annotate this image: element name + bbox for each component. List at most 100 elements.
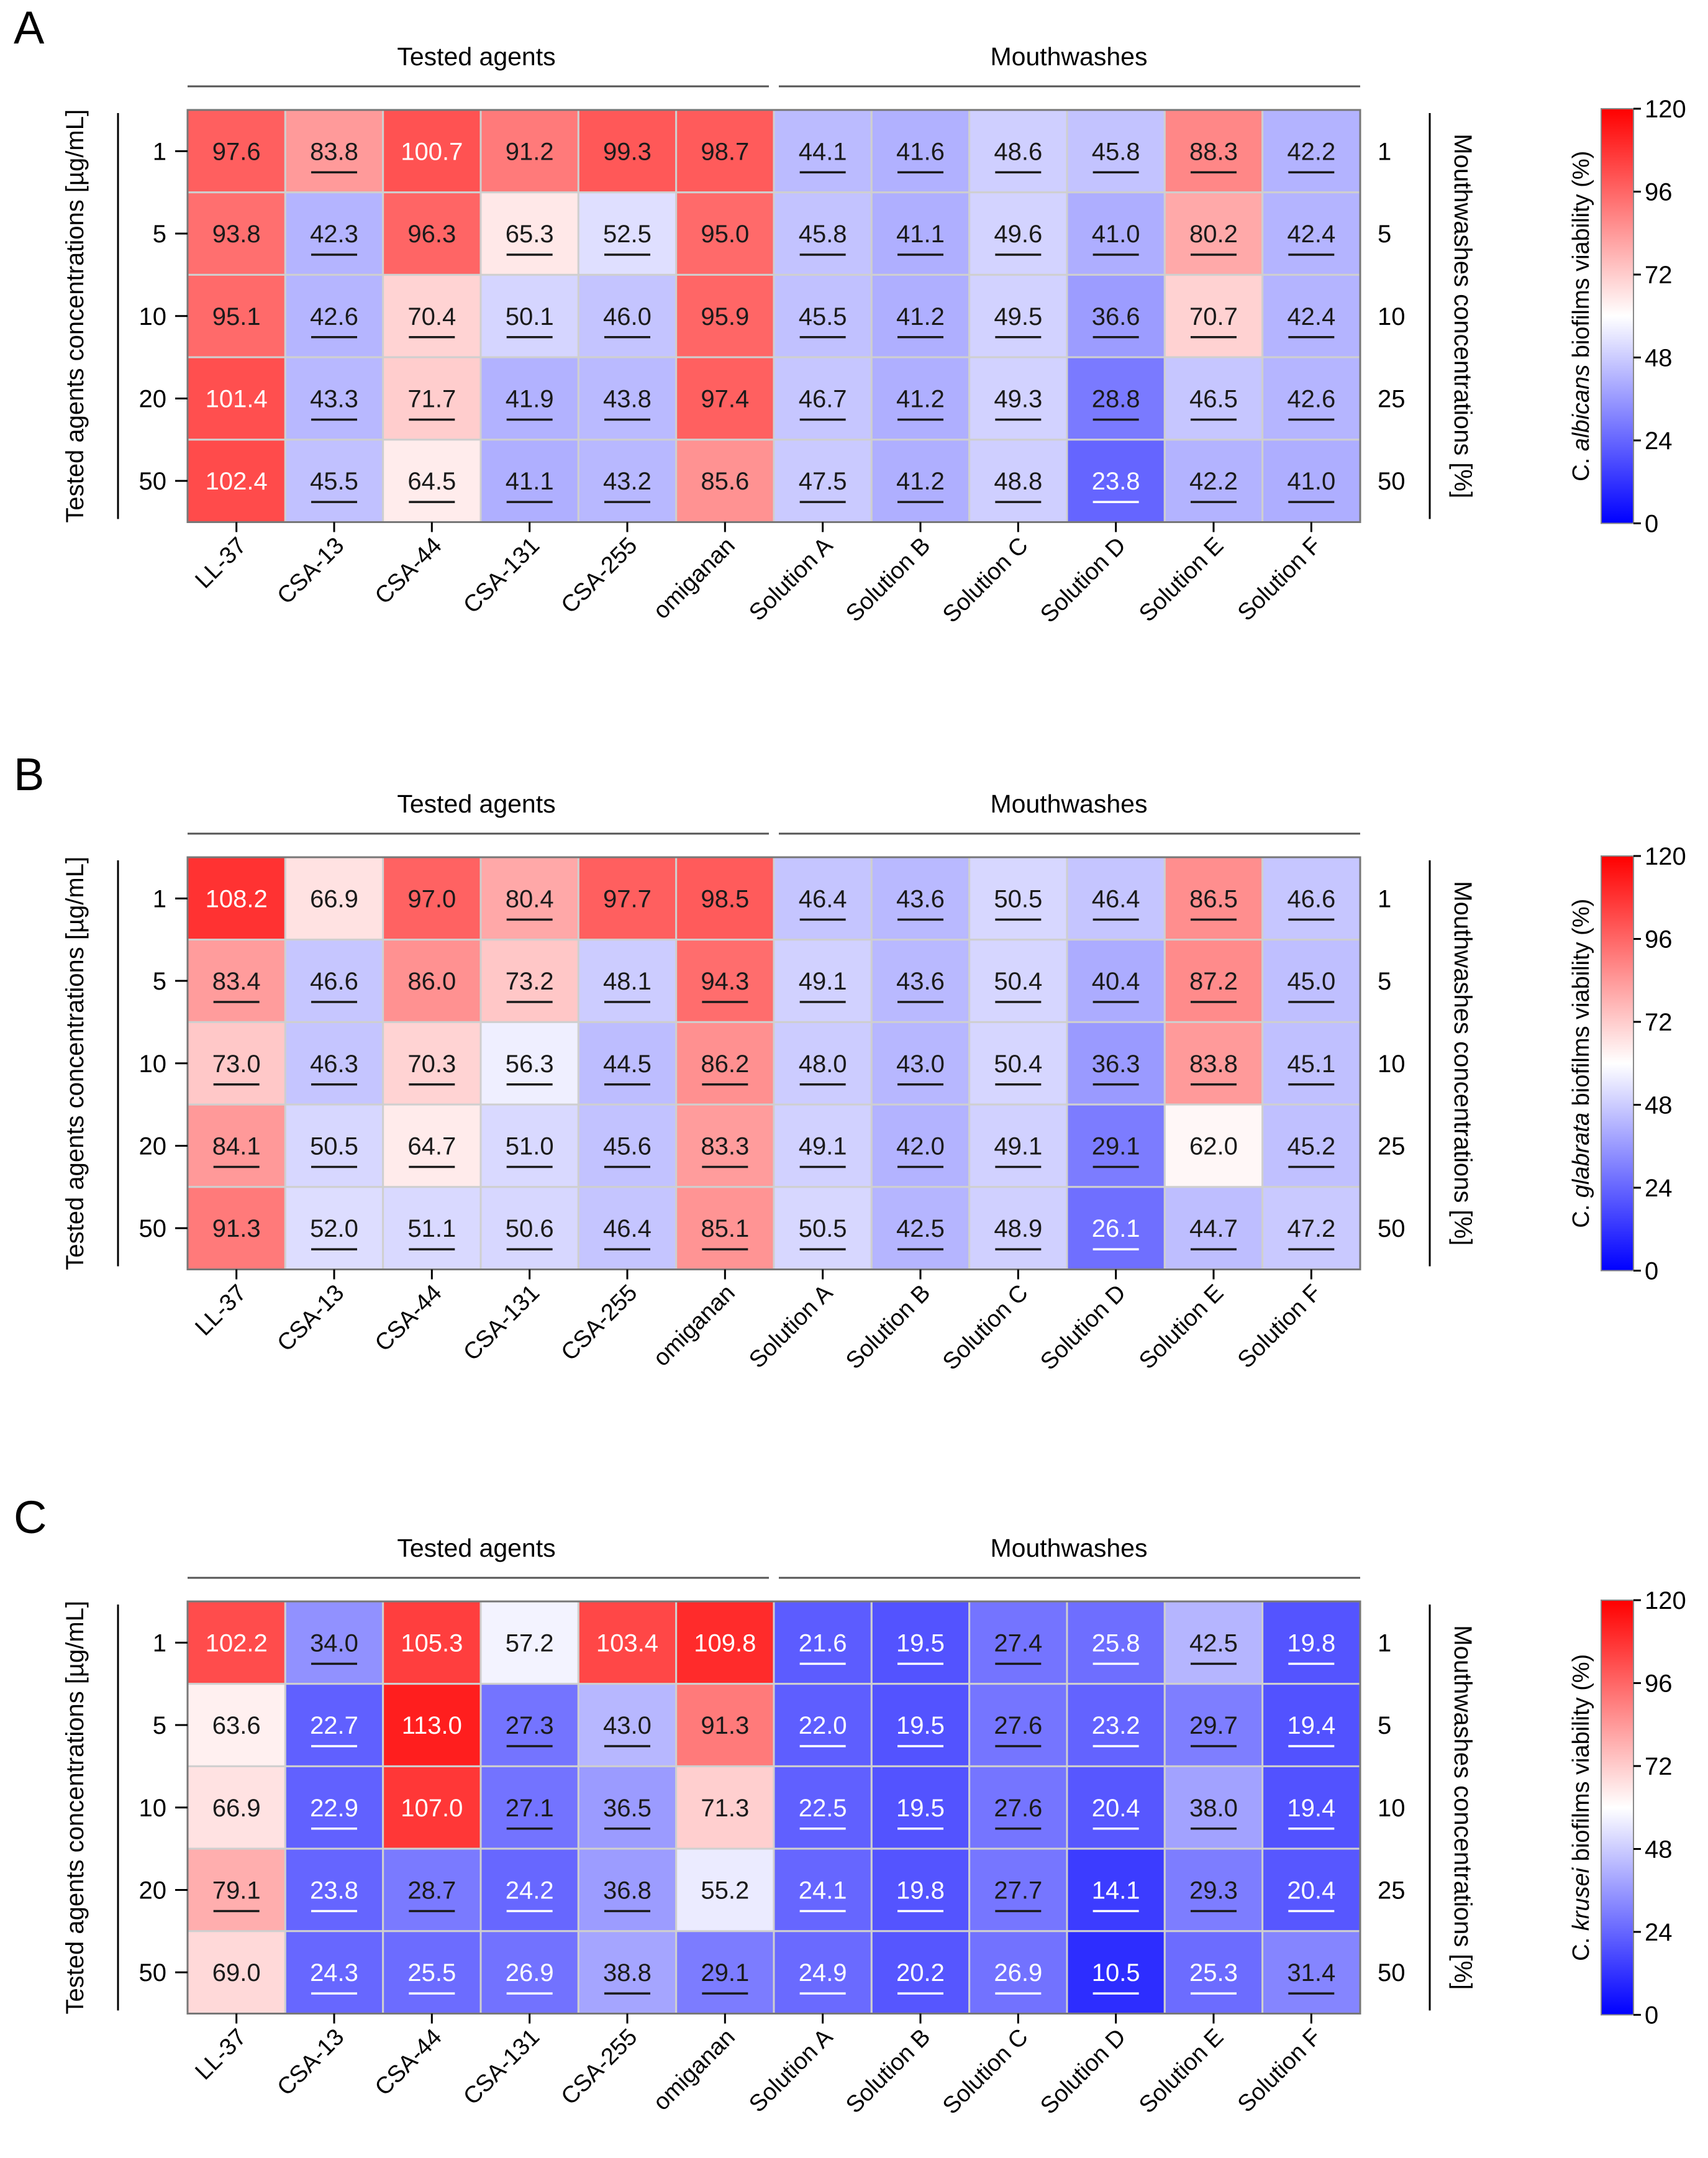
cell-value-label: 10.5: [1092, 1959, 1140, 1987]
cell-value-label: 43.0: [896, 1050, 945, 1078]
cell-value-label: 19.4: [1287, 1712, 1335, 1739]
cell-value-label: 41.6: [896, 138, 945, 165]
heatmap-cell: [1066, 1847, 1166, 1933]
heatmap-cell: [773, 1021, 873, 1106]
cell-value-label: 48.6: [994, 138, 1042, 165]
heatmap-cell: [479, 1847, 579, 1933]
heatmap-cell: [284, 1021, 384, 1106]
heatmap-cell: [479, 191, 579, 276]
cell-value-label: 45.5: [799, 303, 847, 330]
cell-value-label: 29.7: [1189, 1712, 1238, 1739]
cell-value-label: 45.8: [1092, 138, 1140, 165]
heatmap-cell: [968, 1765, 1068, 1850]
cell-value-label: 107.0: [401, 1795, 463, 1822]
cell-value-label: 70.3: [407, 1050, 456, 1078]
left-row-label: 20: [139, 385, 167, 412]
cell-value-label: 50.1: [506, 303, 554, 330]
heatmap-cell: [773, 1186, 873, 1271]
heatmap-cell: [1261, 1930, 1361, 2015]
x-tick-label: CSA-131: [458, 1280, 545, 1366]
x-tick-label: CSA-13: [273, 2024, 350, 2101]
cell-value-label: 27.1: [506, 1795, 554, 1822]
cell-value-label: 80.4: [506, 885, 554, 913]
x-tick-label: Solution F: [1233, 1280, 1327, 1373]
group-label-mouthwashes: Mouthwashes: [990, 42, 1147, 71]
colorbar-tick-label: 120: [1645, 1587, 1686, 1614]
x-tick-label: Solution A: [744, 532, 838, 626]
colorbar-label: C. krusei biofilms viability (%): [1568, 1654, 1594, 1961]
cell-value-label: 49.5: [994, 303, 1042, 330]
right-row-label: 25: [1378, 1877, 1406, 1904]
cell-value-label: 55.2: [701, 1877, 749, 1904]
cell-value-label: 42.5: [1189, 1629, 1238, 1657]
heatmap-cell: [870, 1930, 971, 2015]
cell-value-label: 19.5: [896, 1629, 945, 1657]
panel-label: A: [14, 2, 45, 53]
right-row-label: 10: [1378, 1050, 1406, 1078]
cell-value-label: 45.8: [799, 221, 847, 248]
heatmap-cell: [186, 1600, 286, 1685]
heatmap-cell: [577, 191, 678, 276]
x-tick-label: Solution E: [1134, 532, 1229, 627]
heatmap-cell: [675, 1186, 775, 1271]
cell-value-label: 100.7: [401, 138, 463, 165]
cell-value-label: 45.0: [1287, 968, 1335, 995]
heatmap-cell: [968, 439, 1068, 523]
colorbar-tick-label: 120: [1645, 843, 1686, 870]
cell-value-label: 64.7: [407, 1132, 456, 1160]
group-label-tested-agents: Tested agents: [397, 1534, 555, 1562]
panel-label: C: [14, 1491, 47, 1543]
heatmap-cell: [479, 1600, 579, 1685]
cell-value-label: 28.8: [1092, 385, 1140, 412]
cell-value-label: 42.2: [1189, 468, 1238, 495]
cell-value-label: 48.1: [603, 968, 652, 995]
cell-value-label: 24.9: [799, 1959, 847, 1987]
heatmap-cell: [968, 939, 1068, 1023]
cell-value-label: 65.3: [506, 221, 554, 248]
cell-value-label: 93.8: [212, 221, 261, 248]
heatmap-cell: [479, 1765, 579, 1850]
heatmap-cell: [284, 856, 384, 941]
colorbar-tick-label: 48: [1645, 1836, 1673, 1864]
cell-value-label: 113.0: [402, 1712, 462, 1739]
heatmap-cell: [382, 1930, 482, 2015]
cell-value-label: 47.5: [799, 468, 847, 495]
heatmap-cell: [186, 273, 286, 358]
colorbar-tick-label: 72: [1645, 1009, 1673, 1036]
colorbar-label: C. albicans biofilms viability (%): [1568, 151, 1594, 481]
cell-value-label: 42.6: [1287, 385, 1335, 412]
cell-value-label: 73.2: [506, 968, 554, 995]
heatmap-cell: [870, 439, 971, 523]
left-row-label: 1: [153, 885, 166, 913]
cell-value-label: 71.3: [701, 1795, 749, 1822]
heatmap-cell: [1163, 1021, 1264, 1106]
cell-value-label: 70.4: [407, 303, 456, 330]
colorbar-tick-label: 96: [1645, 1670, 1673, 1698]
heatmap-cell: [968, 1930, 1068, 2015]
cell-value-label: 50.5: [310, 1132, 358, 1160]
cell-value-label: 29.3: [1189, 1877, 1238, 1904]
cell-value-label: 25.5: [407, 1959, 456, 1987]
cell-value-label: 24.1: [799, 1877, 847, 1904]
heatmap-cell: [382, 1683, 482, 1767]
cell-value-label: 46.4: [1092, 885, 1140, 913]
cell-value-label: 49.3: [994, 385, 1042, 412]
cell-value-label: 83.8: [1189, 1050, 1238, 1078]
cell-value-label: 44.1: [799, 138, 847, 165]
cell-value-label: 26.9: [506, 1959, 554, 1987]
heatmap-cell: [382, 273, 482, 358]
cell-value-label: 109.8: [694, 1629, 756, 1657]
heatmap-cell: [773, 1930, 873, 2015]
heatmap-cell: [186, 439, 286, 523]
cell-value-label: 62.0: [1189, 1132, 1238, 1160]
cell-value-label: 49.6: [994, 221, 1042, 248]
left-row-label: 5: [153, 1712, 166, 1739]
left-row-label: 10: [139, 1050, 167, 1078]
cell-value-label: 50.4: [994, 968, 1042, 995]
cell-value-label: 83.8: [310, 138, 358, 165]
group-label-tested-agents: Tested agents: [397, 790, 555, 818]
cell-value-label: 52.5: [603, 221, 652, 248]
cell-value-label: 31.4: [1287, 1959, 1335, 1987]
x-tick-label: Solution C: [938, 2024, 1033, 2119]
